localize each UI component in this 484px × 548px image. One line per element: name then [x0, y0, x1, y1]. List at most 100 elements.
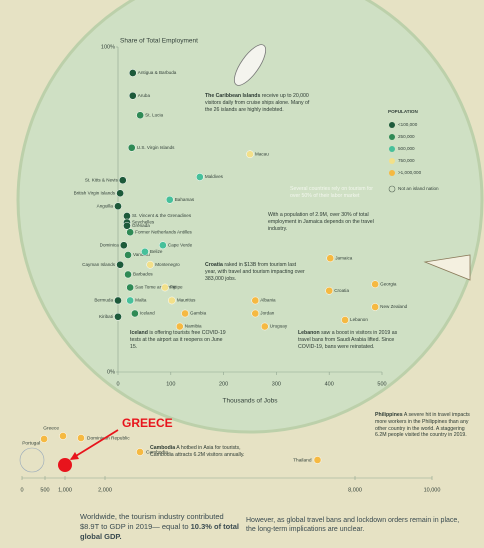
footer-bold: 10.3% of total global GDP. [80, 522, 239, 542]
data-point [146, 260, 155, 269]
point-label: Sao Tome and Principe [135, 285, 183, 290]
data-point [40, 435, 48, 443]
point-label: Macau [255, 151, 269, 156]
data-point [114, 312, 122, 321]
data-point [251, 296, 260, 305]
data-point [341, 316, 349, 324]
data-point [126, 283, 134, 292]
data-point [128, 69, 137, 77]
data-point [119, 241, 128, 250]
point-label: British Virgin Islands [74, 190, 116, 195]
annotation-head: Philippines [375, 412, 403, 418]
data-point [118, 176, 127, 185]
x-tick-label: 10,000 [424, 487, 441, 493]
legend-label: Not an island nation [398, 186, 439, 191]
legend-title: POPULATION [388, 109, 418, 114]
annotation-head: Croatia [205, 262, 223, 268]
annotation: Iceland is offering tourists free COVID-… [130, 330, 230, 350]
data-point [159, 241, 167, 250]
point-label: Bermuda [94, 298, 113, 303]
data-point [126, 228, 134, 237]
legend-label: 500,000 [398, 146, 415, 151]
x-tick-label: 0 [116, 381, 119, 387]
point-label: St. Kitts & Nevis [85, 177, 119, 182]
point-label: Jordan [260, 311, 274, 316]
annotation-head: Lebanon [298, 330, 320, 336]
point-label: Dominica [100, 242, 120, 247]
data-point [127, 143, 136, 152]
legend-swatch [389, 122, 395, 128]
annotation: The Caribbean Islands receive up to 20,0… [205, 93, 315, 113]
point-label: Greece [43, 425, 59, 431]
x-tick-label: 100 [166, 381, 175, 387]
data-point [175, 322, 184, 331]
point-label: Cayman Islands [82, 262, 116, 267]
point-label: Former Netherlands Antilles [135, 229, 192, 234]
legend-label: <100,000 [398, 122, 418, 127]
data-point [123, 212, 131, 220]
x-tick-label: 500 [40, 487, 49, 493]
x-tick-label: 2,000 [98, 487, 112, 493]
point-label: Anguilla [97, 203, 114, 208]
point-label: Cambodia [146, 449, 168, 455]
point-label: Belize [150, 249, 163, 254]
data-point [126, 296, 134, 305]
x-tick-label: 300 [272, 381, 281, 387]
annotation-head: The Caribbean Islands [205, 93, 261, 99]
data-point [313, 456, 322, 464]
point-label: Kiribati [99, 314, 113, 319]
y-axis-title: Share of Total Employment [120, 38, 198, 45]
data-point [136, 448, 144, 456]
x-axis-title: Thousands of Jobs [223, 398, 279, 405]
data-point [114, 296, 122, 305]
data-point [165, 195, 174, 204]
data-point [77, 434, 85, 442]
highlight-arrow [70, 429, 119, 460]
data-point [123, 221, 131, 230]
point-label: Antigua & Barbuda [138, 70, 177, 75]
point-label: Vanuatu [133, 252, 150, 257]
arrow-head [70, 452, 79, 460]
boat-icon [423, 254, 471, 281]
data-point [260, 322, 269, 331]
legend-swatch [388, 185, 396, 193]
legend-label: 750,000 [398, 158, 415, 163]
point-label: Lebanon [350, 317, 368, 322]
point-label: Grenada [132, 223, 150, 228]
annotation: Cambodia A hotbed in Asia for tourists, … [150, 445, 245, 459]
point-label: Maldives [205, 174, 224, 179]
data-point [141, 247, 149, 256]
point-label: Bahamas [175, 197, 195, 202]
y-tick-label: 100% [101, 44, 115, 50]
footer-text: Worldwide, the tourism industry contribu… [80, 512, 224, 532]
data-point [116, 260, 124, 269]
point-label: Albania [260, 298, 276, 303]
point-label: Cape Verde [168, 242, 193, 247]
data-point [124, 270, 132, 279]
x-tick-label: 1,000 [58, 487, 72, 493]
highlight-circle [19, 447, 45, 473]
annotation-body: A severe hit in travel impacts more work… [375, 412, 470, 439]
data-point [195, 173, 204, 181]
point-label: Seychelles [132, 220, 155, 225]
point-label: Georgia [380, 281, 397, 286]
point-label: Fiji [170, 285, 176, 290]
annotation: With a population of 2.9M, over 30% of t… [268, 212, 378, 232]
point-label: Malta [135, 298, 147, 303]
data-point [168, 296, 176, 305]
data-point [114, 202, 122, 211]
data-point [59, 432, 67, 440]
point-label: Croatia [334, 288, 349, 293]
data-point [371, 280, 379, 289]
point-label: U.S. Virgin Islands [137, 145, 175, 150]
x-tick-label: 400 [325, 381, 334, 387]
point-label: St. Vincent & the Grenadines [132, 213, 192, 218]
point-label: Barbados [133, 272, 153, 277]
annotation-body: is offering tourists free COVID-19 tests… [130, 330, 226, 350]
footer-right: However, as global travel bans and lockd… [246, 517, 460, 534]
point-label: Uruguay [270, 324, 288, 329]
data-point [371, 303, 379, 311]
point-label: Dominican Republic [87, 435, 130, 441]
annotation: Several countries rely on tourism for ov… [290, 186, 375, 200]
